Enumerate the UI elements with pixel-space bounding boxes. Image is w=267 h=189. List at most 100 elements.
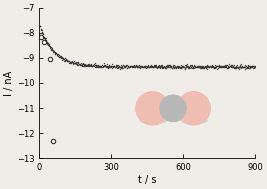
Point (219, 66, 223, 69)
Point (189, 64, 193, 67)
Point (193, 66, 197, 69)
Point (75, 61, 79, 64)
Point (83, 64, 87, 67)
Point (121, 66, 125, 69)
Point (154, 66, 158, 69)
Point (203, 65, 207, 68)
Point (158, 66, 162, 69)
Point (53, 52, 58, 55)
Point (66, 60, 70, 63)
Point (229, 66, 233, 69)
Point (164, 66, 168, 69)
Point (222, 66, 226, 69)
Point (104, 65, 108, 68)
Point (120, 65, 124, 68)
Point (42, 36, 46, 39)
Point (57, 55, 61, 58)
Point (153, 66, 157, 69)
Point (77, 63, 81, 66)
Point (84, 63, 88, 66)
Point (131, 65, 135, 68)
Point (164, 64, 168, 67)
Point (124, 64, 128, 67)
Point (172, 66, 176, 69)
Point (74, 63, 79, 66)
Point (103, 64, 107, 67)
Point (215, 66, 220, 69)
Point (69, 61, 74, 64)
Point (43, 38, 47, 41)
Point (165, 66, 170, 69)
Point (41, 33, 45, 36)
Point (67, 60, 71, 63)
Point (145, 65, 150, 68)
Point (246, 64, 250, 67)
Point (193, 66, 198, 69)
Point (180, 65, 185, 68)
Point (123, 65, 128, 68)
Point (63, 59, 68, 62)
Point (186, 67, 190, 70)
Point (206, 65, 211, 68)
Point (127, 65, 131, 68)
Point (171, 65, 175, 68)
Point (106, 64, 110, 67)
Point (233, 66, 237, 69)
Point (215, 67, 219, 70)
Point (183, 64, 187, 67)
Point (78, 64, 83, 67)
Point (58, 56, 63, 59)
Point (110, 67, 114, 70)
Point (76, 63, 81, 66)
Point (217, 63, 221, 66)
Point (210, 63, 215, 66)
Point (123, 65, 127, 68)
Point (169, 66, 173, 69)
Point (250, 65, 254, 68)
Point (116, 64, 120, 67)
Point (215, 64, 219, 67)
Point (228, 65, 233, 68)
Point (227, 65, 231, 68)
Point (124, 66, 129, 69)
Point (244, 64, 248, 67)
Point (177, 66, 181, 69)
Point (96, 66, 100, 69)
Point (62, 58, 66, 61)
Point (233, 67, 237, 70)
Point (120, 66, 124, 69)
Point (209, 65, 214, 68)
Point (241, 65, 246, 68)
Point (187, 66, 191, 69)
Point (92, 62, 97, 65)
Point (167, 63, 171, 66)
Point (97, 64, 102, 67)
Point (50, 48, 54, 51)
Point (156, 65, 160, 68)
Point (142, 65, 146, 68)
Point (65, 58, 70, 61)
Point (136, 65, 140, 68)
Point (219, 64, 223, 67)
Point (85, 64, 89, 67)
Point (213, 64, 218, 67)
Point (197, 65, 201, 68)
Point (54, 52, 58, 55)
Point (179, 63, 183, 66)
Point (160, 64, 164, 67)
Point (159, 64, 163, 67)
Point (135, 65, 140, 68)
Point (134, 64, 138, 67)
Point (40, 30, 44, 33)
Point (151, 65, 155, 68)
Point (109, 65, 113, 68)
Point (251, 65, 256, 68)
Point (208, 65, 212, 68)
Point (185, 64, 189, 67)
Point (150, 64, 154, 67)
Point (82, 64, 87, 67)
Point (223, 64, 227, 67)
Point (111, 65, 115, 68)
Point (58, 54, 62, 57)
Point (226, 65, 230, 68)
